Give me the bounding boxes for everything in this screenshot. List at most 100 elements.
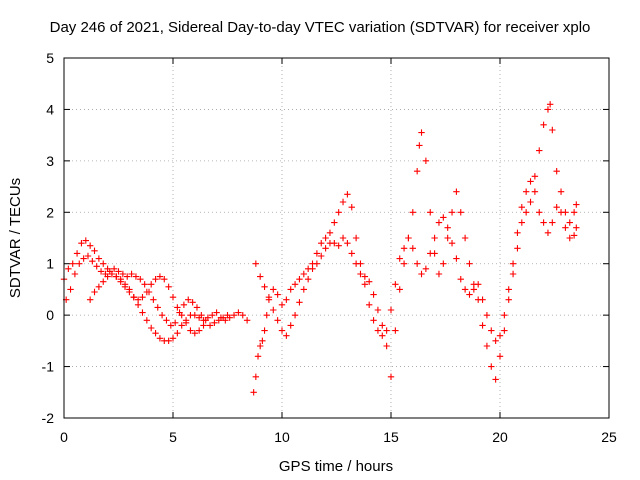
data-point xyxy=(209,311,216,319)
data-point xyxy=(191,311,198,319)
data-point xyxy=(158,311,166,319)
y-tick-label: -2 xyxy=(42,410,55,426)
data-point xyxy=(339,234,347,242)
y-tick-label: 1 xyxy=(46,256,54,272)
data-point xyxy=(546,101,554,108)
data-point xyxy=(492,337,499,345)
data-point xyxy=(348,250,355,257)
data-point xyxy=(544,106,552,113)
data-point xyxy=(163,317,170,324)
data-point xyxy=(254,353,262,360)
data-point xyxy=(113,273,120,280)
data-point xyxy=(488,363,495,370)
data-point xyxy=(331,239,338,247)
data-point xyxy=(148,281,155,288)
data-point xyxy=(496,332,504,339)
data-point xyxy=(161,275,168,283)
data-point xyxy=(198,311,205,319)
data-point xyxy=(93,263,100,270)
data-point xyxy=(509,260,517,267)
data-point xyxy=(505,286,512,293)
data-point xyxy=(549,126,556,134)
chart-title: Day 246 of 2021, Sidereal Day-to-day VTE… xyxy=(50,19,591,36)
series-track-c xyxy=(86,270,207,337)
data-point xyxy=(536,147,543,154)
data-point xyxy=(335,209,342,216)
data-point xyxy=(180,301,188,309)
data-point xyxy=(97,268,105,275)
data-point xyxy=(224,311,231,319)
data-point xyxy=(91,247,98,255)
data-point xyxy=(156,273,164,280)
data-point xyxy=(152,329,159,337)
data-point xyxy=(274,317,281,324)
data-point xyxy=(361,273,369,280)
data-point xyxy=(573,201,580,208)
data-point xyxy=(396,255,403,262)
data-point xyxy=(296,275,303,283)
data-point xyxy=(422,265,430,273)
x-tick-label: 15 xyxy=(383,429,399,445)
data-point xyxy=(418,270,425,278)
data-point xyxy=(566,234,573,242)
data-point xyxy=(69,260,76,267)
data-point xyxy=(562,224,569,231)
data-point xyxy=(108,270,116,278)
data-point xyxy=(86,242,94,249)
data-point xyxy=(527,178,534,185)
data-point xyxy=(339,198,347,206)
data-point xyxy=(130,293,137,301)
data-point xyxy=(278,327,286,334)
data-point xyxy=(518,203,525,211)
data-point xyxy=(400,245,408,252)
data-point xyxy=(104,273,111,280)
x-axis-label: GPS time / hours xyxy=(279,458,393,475)
data-point xyxy=(126,288,133,296)
data-point xyxy=(531,188,539,195)
data-point xyxy=(215,317,222,324)
data-point xyxy=(444,234,451,242)
data-point xyxy=(139,293,146,301)
data-point xyxy=(483,342,491,350)
data-point xyxy=(392,327,399,334)
data-point xyxy=(496,353,504,360)
data-point xyxy=(259,337,266,345)
y-tick-label: 0 xyxy=(46,307,54,323)
data-point xyxy=(211,319,218,327)
data-point xyxy=(137,275,144,283)
data-point xyxy=(318,239,325,247)
data-point xyxy=(379,322,386,329)
y-tick-labels: -2 -1 0 1 2 3 4 5 xyxy=(42,50,55,426)
data-point xyxy=(505,296,512,303)
data-point xyxy=(230,311,238,319)
y-tick-label: 5 xyxy=(46,50,54,66)
data-point xyxy=(195,327,203,334)
data-point xyxy=(171,319,179,327)
data-point xyxy=(150,296,157,303)
data-point xyxy=(152,275,159,283)
data-point xyxy=(219,314,227,321)
data-point xyxy=(178,311,185,319)
data-point xyxy=(370,291,377,298)
data-point xyxy=(82,237,89,244)
data-point xyxy=(396,286,403,293)
data-point xyxy=(518,219,525,226)
data-point xyxy=(291,281,299,288)
data-point xyxy=(422,157,430,165)
grid-layer xyxy=(64,58,609,418)
series-track-e xyxy=(252,178,580,345)
data-point xyxy=(488,327,495,334)
data-point xyxy=(470,286,478,293)
data-point xyxy=(440,260,447,267)
data-point xyxy=(189,299,196,306)
data-point xyxy=(100,260,107,267)
data-point xyxy=(143,288,151,296)
data-point xyxy=(304,275,312,283)
data-point xyxy=(250,389,257,396)
data-point xyxy=(187,327,194,334)
data-point xyxy=(344,239,351,247)
y-tick-label: 2 xyxy=(46,204,54,220)
data-point xyxy=(387,373,395,381)
data-point xyxy=(453,255,460,262)
